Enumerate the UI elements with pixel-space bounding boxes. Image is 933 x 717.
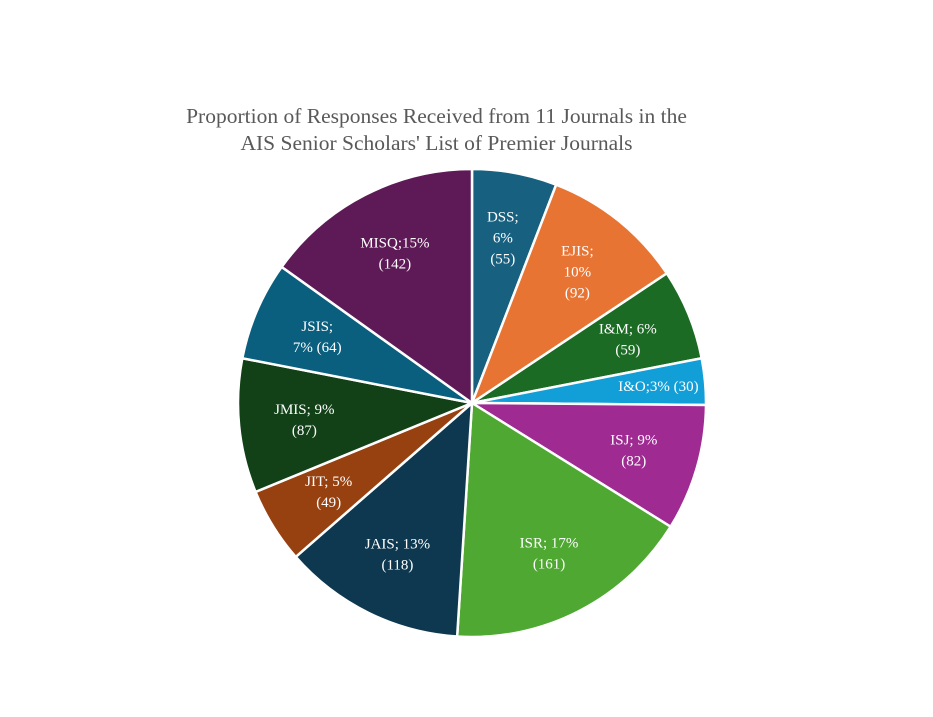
slice-label-im: I&M; 6% (59) (599, 321, 657, 358)
slice-label-line: JMIS; 9% (274, 402, 334, 418)
slice-label-jsis: JSIS; 7% (64) (293, 319, 342, 356)
slice-label-ejis: EJIS; 10% (92) (561, 244, 594, 302)
pie-slice-isr (455, 400, 673, 639)
slice-label-line: DSS; (487, 209, 519, 225)
slice-label-io: I&O;3% (30) (618, 379, 698, 395)
slice-label-line: 7% (64) (293, 340, 342, 356)
chart-title-line-1: Proportion of Responses Received from 11… (186, 104, 687, 128)
slice-label-line: JIT; 5% (305, 474, 352, 490)
slice-label-line: EJIS; (561, 244, 594, 260)
slice-label-isr: ISR; 17% (161) (520, 535, 579, 572)
slice-label-line: I&M; 6% (599, 321, 657, 337)
slice-label-isj: ISJ; 9% (82) (610, 432, 657, 469)
pie-slice-ejis (469, 183, 669, 407)
slice-label-line: ISR; 17% (520, 535, 579, 551)
slice-label-line: MISQ;15% (360, 236, 429, 252)
slice-label-line: (92) (565, 286, 590, 302)
slice-label-line: (87) (292, 423, 317, 439)
slice-label-jmis: JMIS; 9% (87) (274, 402, 334, 439)
slice-label-line: (142) (379, 257, 412, 273)
slice-label-line: (59) (615, 342, 640, 358)
chart-title-line-2: AIS Senior Scholars' List of Premier Jou… (240, 131, 633, 155)
slice-label-line: I&O;3% (30) (618, 379, 698, 395)
slice-label-line: 10% (564, 265, 592, 281)
slice-label-line: JSIS; (301, 319, 333, 335)
pie-slice-jais (293, 400, 474, 638)
slice-label-line: (49) (316, 495, 341, 511)
pie-slice-misq (279, 167, 474, 406)
slice-label-line: ISJ; 9% (610, 432, 657, 448)
slice-label-line: (82) (621, 453, 646, 469)
slice-label-dss: DSS; 6% (55) (487, 209, 519, 267)
slice-label-line: JAIS; 13% (365, 537, 430, 553)
slice-label-misq: MISQ;15% (142) (360, 236, 429, 273)
chart-title: Proportion of Responses Received from 11… (0, 103, 873, 157)
slice-label-line: 6% (493, 230, 513, 246)
slice-label-jit: JIT; 5% (49) (305, 474, 352, 511)
slice-label-line: (118) (381, 558, 413, 574)
pie-slice-isj (467, 401, 708, 529)
slice-label-jais: JAIS; 13% (118) (365, 537, 430, 574)
slice-label-line: (161) (533, 556, 566, 572)
slice-label-line: (55) (490, 251, 515, 267)
